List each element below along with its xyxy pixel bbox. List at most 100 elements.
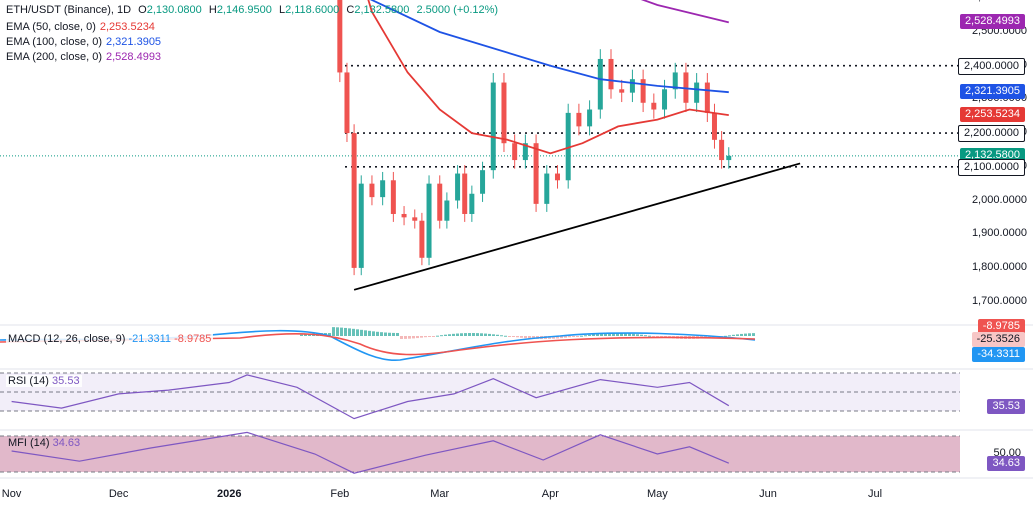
macd-histogram-bar: [580, 335, 583, 337]
macd-histogram-bar: [660, 336, 663, 338]
macd-value-2: -8.9785: [174, 333, 212, 345]
price-tag: 2,100.0000: [957, 158, 1025, 176]
time-axis-label: Dec: [108, 488, 129, 500]
candle-body: [358, 183, 364, 268]
candle-body: [419, 220, 425, 258]
macd-histogram-bar: [632, 333, 635, 336]
price-axis-tick: 2,600.0000: [972, 0, 1027, 3]
macd-histogram-bar: [644, 335, 647, 337]
symbol-label: ETH/USDT (Binance), 1D: [6, 4, 132, 16]
macd-histogram-bar: [392, 332, 395, 336]
macd-histogram-bar: [748, 333, 751, 336]
time-axis-label: Mar: [430, 488, 450, 500]
candle-body: [462, 173, 468, 214]
macd-histogram-bar: [576, 336, 579, 337]
candle-body: [533, 143, 539, 204]
candle-body: [455, 173, 461, 201]
candle-body: [554, 173, 560, 181]
macd-histogram-bar: [656, 336, 659, 337]
macd-histogram-bar: [532, 336, 535, 339]
macd-histogram-bar: [368, 330, 371, 336]
rsi-line: [11, 374, 730, 420]
time-axis-label: Nov: [1, 488, 22, 500]
macd-histogram-bar: [488, 333, 491, 336]
macd-histogram-bar: [500, 335, 503, 337]
macd-histogram-bar: [724, 335, 727, 337]
macd-histogram-bar: [376, 331, 379, 336]
candle-body: [344, 72, 350, 134]
time-axis-label: Apr: [541, 488, 559, 500]
macd-histogram-bar: [496, 334, 499, 336]
mfi-label: MFI (14): [8, 437, 50, 449]
macd-histogram-bar: [444, 334, 447, 336]
macd-histogram-bar: [552, 336, 555, 339]
macd-histogram-bar: [528, 336, 531, 339]
price-axis-tick: 2,000.0000: [971, 193, 1027, 206]
macd-histogram-bar: [752, 333, 755, 336]
macd-histogram-bar: [424, 336, 427, 338]
macd-histogram-bar: [636, 334, 639, 336]
macd-histogram-bar: [440, 335, 443, 337]
macd-histogram-bar: [612, 333, 615, 336]
ema50-legend: EMA (50, close, 0) 2,253.5234: [6, 21, 159, 33]
time-axis-label: Jun: [759, 488, 777, 500]
candle-body: [726, 155, 732, 161]
macd-histogram-bar: [648, 335, 651, 337]
macd-histogram-bar: [352, 328, 355, 336]
candle-body: [576, 112, 582, 127]
candle-body: [512, 143, 518, 161]
ema50-value: 2,253.5234: [99, 21, 155, 33]
ema100-line: [369, 0, 729, 94]
candle-body: [426, 183, 432, 258]
candle-body: [629, 79, 635, 93]
macd-histogram-bar: [344, 327, 347, 336]
macd-histogram-bar: [744, 333, 747, 336]
macd-histogram-bar: [408, 336, 411, 339]
candle-body: [444, 200, 450, 221]
ema100-label: EMA (100, close, 0): [6, 36, 102, 48]
price-tag: 2,200.0000: [957, 125, 1025, 143]
macd-signal-tag: -8.9785: [977, 319, 1025, 334]
candle-body: [711, 112, 717, 140]
ema200-line: [640, 0, 730, 24]
macd-histogram-bar: [592, 334, 595, 336]
macd-histogram-bar: [300, 334, 303, 336]
macd-histogram-bar: [568, 336, 571, 338]
ema200-legend: EMA (200, close, 0) 2,528.4993: [6, 51, 165, 63]
price-axis-tick: 1,800.0000: [971, 260, 1027, 273]
candle-body: [369, 183, 375, 198]
macd-histogram-bar: [356, 329, 359, 336]
candle-body: [480, 170, 486, 194]
ohlc-legend: ETH/USDT (Binance), 1D O2,130.0800 H2,14…: [6, 4, 502, 16]
time-axis-label: Jul: [868, 488, 883, 500]
mfi-band: [0, 436, 960, 472]
macd-histogram-bar: [452, 333, 455, 336]
time-axis-label: Feb: [330, 488, 350, 500]
macd-histogram-bar: [652, 336, 655, 337]
macd-title: MACD (12, 26, close, 9) -21.3311 -8.9785: [6, 333, 214, 345]
ema50-line: [367, 0, 729, 155]
macd-histogram-bar: [516, 336, 519, 338]
candle-body: [490, 82, 496, 171]
candle-body: [412, 217, 418, 221]
macd-histogram-bar: [520, 336, 523, 338]
candle-body: [640, 79, 646, 103]
macd-histogram-bar: [412, 336, 415, 339]
macd-histogram-bar: [708, 336, 711, 338]
candle-body: [469, 193, 475, 214]
macd-histogram-bar: [624, 333, 627, 336]
macd-histogram-bar: [428, 336, 431, 337]
macd-histogram-bar: [572, 336, 575, 337]
high-value: 2,146.9500: [216, 4, 272, 16]
macd-histogram-bar: [460, 333, 463, 336]
ema200-value: 2,528.4993: [106, 51, 162, 63]
price-tag: 2,253.5234: [959, 107, 1025, 123]
macd-histogram-bar: [364, 330, 367, 336]
candle-body: [351, 133, 357, 268]
macd-label: MACD (12, 26, close, 9): [8, 333, 126, 345]
candle-body: [501, 82, 507, 144]
macd-histogram-bar: [404, 336, 407, 339]
macd-histogram-bar: [416, 336, 419, 339]
mfi-line: [11, 431, 730, 474]
